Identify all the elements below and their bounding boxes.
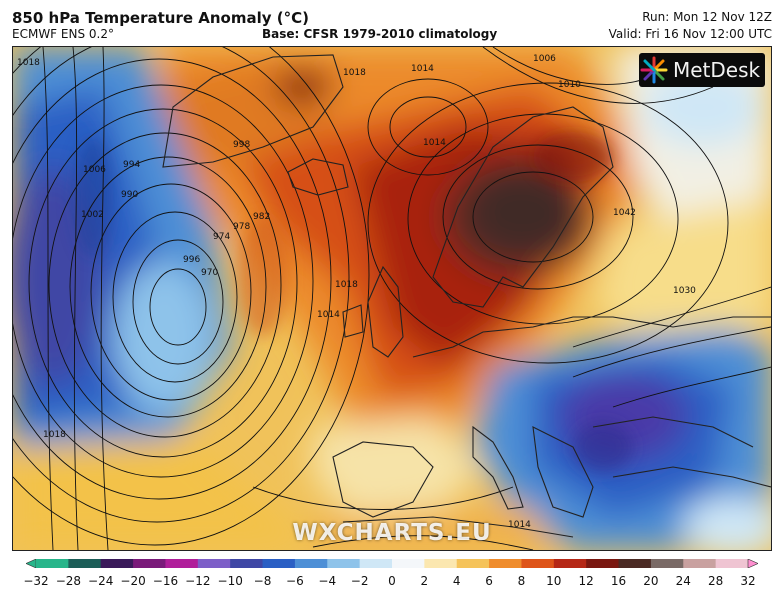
colorbar-segment — [359, 559, 393, 568]
isobar-label: 1014 — [411, 64, 434, 74]
colorbar-tick-label: 0 — [388, 574, 396, 588]
colorbar-tick-label: 10 — [546, 574, 562, 588]
isobar-label: 1006 — [533, 54, 556, 64]
colorbar-tick-label: 28 — [707, 574, 724, 588]
map-canvas: 1018 1014 1010 1006 998 994 990 1006 100… — [13, 47, 771, 550]
isobar-label: 1018 — [43, 430, 66, 440]
isobars — [13, 47, 771, 550]
colorbar-tick-label: 8 — [517, 574, 526, 588]
isobar-label: 1030 — [673, 286, 696, 296]
colorbar-tick-label: −32 — [23, 574, 49, 588]
isobar-label: 1042 — [613, 208, 636, 218]
isobar-label: 978 — [233, 222, 250, 232]
wxcharts-watermark: WXCHARTS.EU — [292, 520, 492, 546]
colorbar: −32 −28 −24 −20 −16 −12 −10 −8 −6 −4 −2 0 2 4 6 8 10 12 16… — [12, 556, 772, 596]
colorbar-tick-label: −8 — [253, 574, 272, 588]
colorbar-segment — [197, 559, 231, 568]
colorbar-segment — [230, 559, 264, 568]
colorbar-tick-label: 4 — [452, 574, 461, 588]
colorbar-segment — [521, 559, 555, 568]
colorbar-segment — [392, 559, 425, 568]
colorbar-segment — [133, 559, 166, 568]
run-time-label: Run: Mon 12 Nov 12Z — [642, 10, 772, 24]
colorbar-segment — [68, 559, 102, 568]
anomaly-map: 1018 1014 1010 1006 998 994 990 1006 100… — [12, 46, 772, 551]
colorbar-segment — [327, 559, 361, 568]
colorbar-segment — [618, 559, 652, 568]
colorbar-tick-label: −20 — [120, 574, 146, 588]
colorbar-segment — [262, 559, 296, 568]
isobar-label: 1014 — [423, 138, 446, 148]
colorbar-tick-label: 20 — [643, 574, 659, 588]
colorbar-segment — [489, 559, 522, 568]
metdesk-logo-text: MetDesk — [673, 58, 761, 82]
isobar-label: 1010 — [558, 80, 581, 90]
colorbar-tick-label: −10 — [217, 574, 243, 588]
colorbar-tick-label: −28 — [55, 574, 82, 588]
coastlines — [162, 54, 771, 538]
colorbar-tick-label: −12 — [185, 574, 211, 588]
colorbar-segment — [553, 559, 587, 568]
isobar-label: 996 — [183, 255, 200, 265]
colorbar-tick-label: 24 — [675, 574, 691, 588]
colorbar-tick-label: 32 — [740, 574, 756, 588]
colorbar-tick-label: −24 — [88, 574, 114, 588]
colorbar-segment — [650, 559, 684, 568]
isobar-label: 1018 — [343, 68, 366, 78]
isobar-label: 1014 — [508, 520, 531, 530]
climatology-base-label: Base: CFSR 1979-2010 climatology — [262, 27, 498, 41]
anomaly-detail — [73, 132, 633, 472]
colorbar-tick-label: 12 — [578, 574, 594, 588]
isobar-label: 990 — [121, 190, 138, 200]
isobar-label: 1006 — [83, 165, 106, 175]
isobar-label: 1018 — [335, 280, 358, 290]
model-label: ECMWF ENS 0.2° — [12, 27, 114, 41]
colorbar-tick-label: −2 — [350, 574, 369, 588]
colorbar-segment — [586, 559, 620, 568]
isobar-label: 994 — [123, 160, 140, 170]
colorbar-segment — [456, 559, 490, 568]
isobar-label: 982 — [253, 212, 270, 222]
valid-time-label: Valid: Fri 16 Nov 12:00 UTC — [608, 27, 772, 41]
colorbar-segment — [683, 559, 717, 568]
colorbar-segment — [165, 559, 199, 568]
isobar-labels: 1018 1014 1010 1006 998 994 990 1006 100… — [17, 54, 696, 530]
isobar-label: 1014 — [317, 310, 340, 320]
colorbar-tick-label: −16 — [152, 574, 179, 588]
anomaly-field — [13, 47, 771, 550]
colorbar-bar — [26, 559, 758, 568]
colorbar-high-arrow — [747, 559, 758, 568]
colorbar-low-arrow — [26, 559, 37, 568]
isobar-label: 970 — [201, 268, 218, 278]
colorbar-tick-label: −6 — [286, 574, 304, 588]
isobar-label: 1002 — [81, 210, 104, 220]
map-title: 850 hPa Temperature Anomaly (°C) — [12, 9, 309, 27]
colorbar-tick-label: 16 — [610, 574, 627, 588]
metdesk-burst-icon — [640, 56, 668, 84]
colorbar-tick-label: 6 — [485, 574, 493, 588]
isobar-label: 998 — [233, 140, 250, 150]
colorbar-segment — [715, 559, 749, 568]
colorbar-tick-label: −4 — [318, 574, 337, 588]
isobar-label: 974 — [213, 232, 230, 242]
colorbar-segment — [294, 559, 328, 568]
isobar-label: 1018 — [17, 58, 40, 68]
colorbar-segment — [36, 559, 69, 568]
map-header: 850 hPa Temperature Anomaly (°C) ECMWF E… — [0, 0, 784, 46]
colorbar-segment — [424, 559, 458, 568]
metdesk-logo: MetDesk — [639, 53, 765, 87]
colorbar-tick-label: 2 — [420, 574, 429, 588]
colorbar-segment — [100, 559, 134, 568]
